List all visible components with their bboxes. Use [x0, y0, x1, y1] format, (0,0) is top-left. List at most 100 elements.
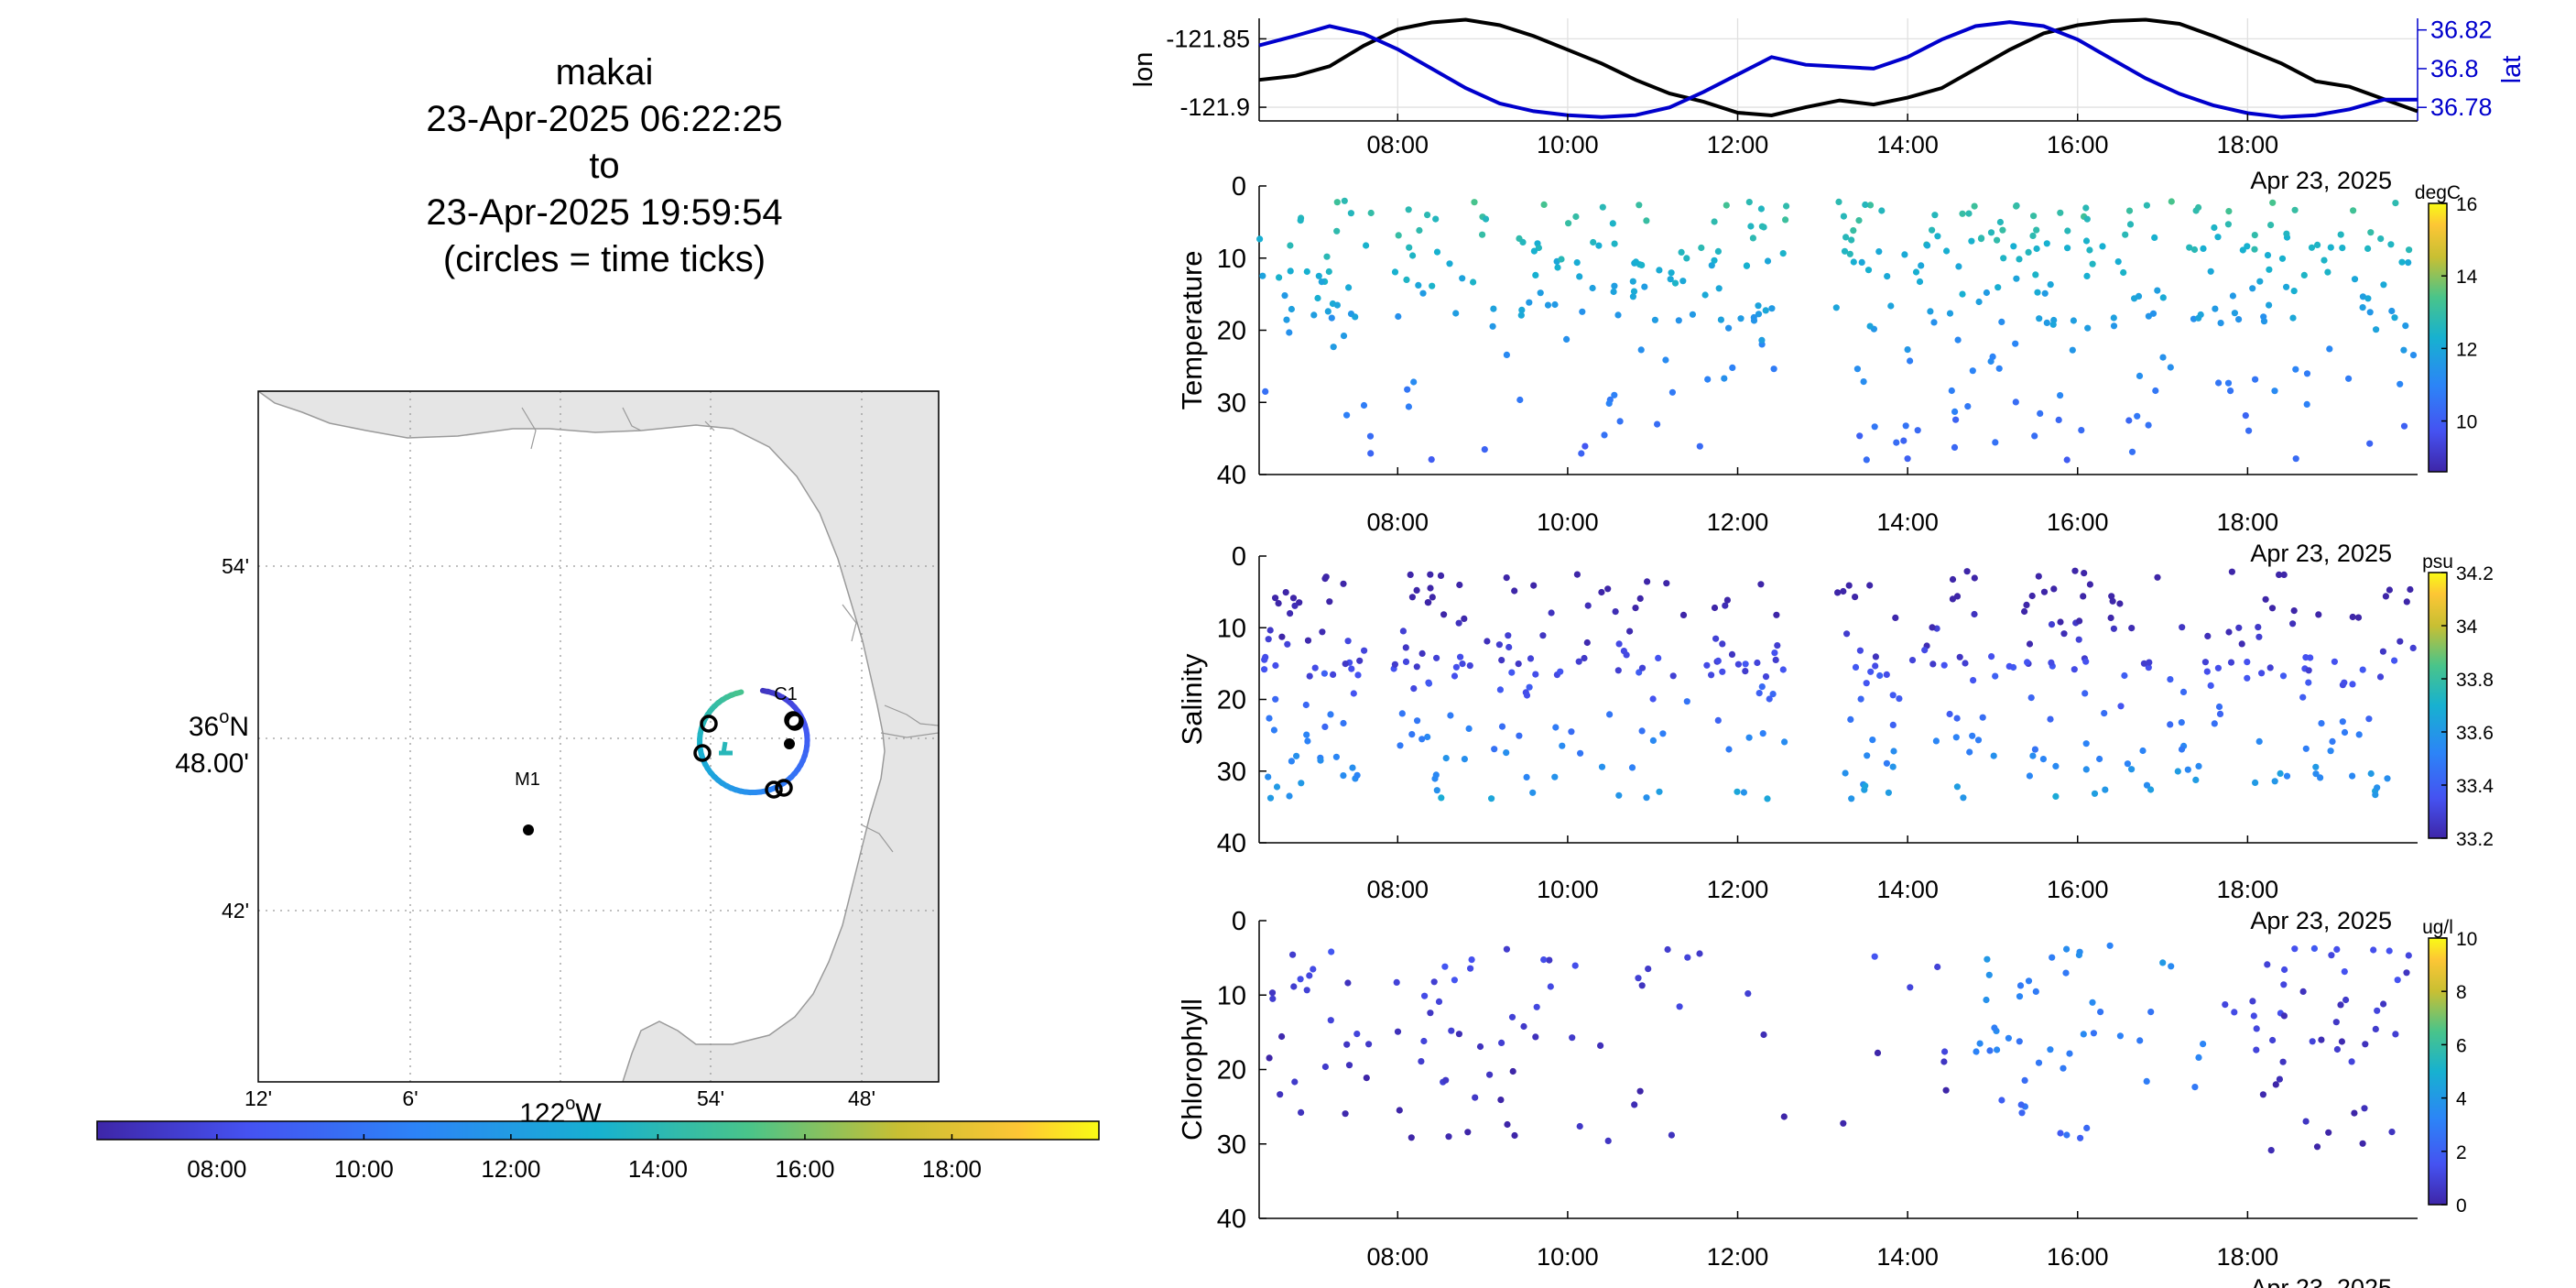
salinity-point — [2409, 644, 2417, 652]
colorbar-gradient — [2428, 202, 2448, 473]
temperature-point — [2159, 354, 2167, 361]
temperature-point — [1758, 336, 1766, 344]
x-tick-label: 14:00 — [1876, 1243, 1939, 1271]
chlorophyll-point — [1396, 1107, 1403, 1114]
temperature-point — [2364, 295, 2372, 302]
chlorophyll-point — [1504, 1120, 1511, 1129]
salinity-point — [2312, 763, 2320, 770]
chlorophyll-point — [2005, 1034, 2012, 1042]
temperature-point — [1530, 247, 1538, 255]
salinity-point — [1581, 654, 1588, 662]
temperature-point — [2283, 283, 2290, 290]
temperature-point — [2064, 227, 2071, 235]
salinity-point — [1438, 794, 1445, 802]
chlorophyll-point — [1973, 1048, 1980, 1055]
temperature-point — [2190, 246, 2199, 254]
temperature-point — [1395, 312, 1402, 321]
chlorophyll-point — [2259, 1091, 2266, 1098]
temperature-point — [2224, 379, 2233, 387]
y-tick-label: 0 — [1232, 542, 1246, 572]
map-lon-tick-48: 48' — [848, 1086, 875, 1110]
chlorophyll-point — [1509, 1067, 1516, 1075]
salinity-point — [1974, 737, 1983, 744]
temperature-point — [1333, 301, 1341, 309]
coastline-land — [258, 391, 939, 1082]
temperature-point — [1565, 220, 1572, 227]
temperature-point — [1366, 432, 1375, 440]
salinity-point — [2167, 721, 2174, 728]
chlorophyll-point — [1520, 1022, 1527, 1031]
chlorophyll-point — [1638, 982, 1646, 989]
temperature-point — [2227, 387, 2234, 395]
chlorophyll-point — [1907, 984, 1914, 991]
salinity-point — [1773, 611, 1780, 618]
temperature-point — [2047, 281, 2054, 289]
temperature-point — [1992, 439, 1999, 446]
salinity-point — [1669, 672, 1677, 680]
salinity-point — [1628, 764, 1636, 771]
salinity-point — [1852, 663, 1860, 671]
temperature-point — [1517, 311, 1525, 319]
temperature-point — [2252, 376, 2259, 383]
salinity-point — [1272, 661, 1279, 670]
chlorophyll-point — [2264, 961, 2271, 968]
temperature-point — [1737, 315, 1745, 322]
temperature-point — [1866, 202, 1875, 209]
salinity-point — [2211, 720, 2218, 727]
temperature-point — [1595, 242, 1603, 249]
temperature-point — [1723, 202, 1730, 209]
temperature-point — [1678, 248, 1685, 256]
salinity-point — [1298, 780, 1305, 787]
time-tick-circle — [775, 779, 793, 797]
temperature-point — [1968, 237, 1975, 245]
temperature-point — [1419, 289, 1427, 297]
temperature-point — [2402, 322, 2409, 330]
temperature-point — [1934, 233, 1941, 240]
salinity-point — [2280, 571, 2288, 579]
y-tick-label: 10 — [1217, 981, 1246, 1010]
temperature-point — [1404, 386, 1411, 393]
chlorophyll-point — [2017, 1101, 2025, 1108]
salinity-point — [1491, 746, 1498, 753]
chlorophyll-point — [2374, 1007, 2381, 1014]
salinity-point — [2075, 636, 2082, 643]
chlorophyll-point — [1991, 1024, 1998, 1031]
temperature-point — [1581, 442, 1589, 450]
salinity-point — [1949, 575, 1957, 584]
temperature-point — [1743, 262, 1750, 269]
chlorophyll-point — [1569, 1034, 1576, 1042]
chlorophyll-point — [1984, 955, 1991, 963]
salinity-point — [1623, 651, 1630, 659]
salinity-point — [1734, 660, 1742, 668]
salinity-point — [1843, 630, 1851, 638]
chlorophyll-point — [2106, 942, 2114, 949]
y-tick-label: 30 — [1217, 388, 1246, 418]
salinity-point — [1286, 792, 1293, 800]
chlorophyll-point — [2021, 1076, 2028, 1084]
temperature-point — [1297, 217, 1304, 224]
temperature-point — [2300, 271, 2308, 278]
salinity-point — [1636, 669, 1643, 676]
salinity-point — [2214, 664, 2222, 671]
temperature-point — [1704, 376, 1712, 383]
salinity-point — [1575, 658, 1582, 665]
salinity-point — [1953, 715, 1961, 722]
x-tick-label: 10:00 — [1537, 508, 1599, 536]
temperature-point — [1749, 235, 1756, 242]
temperature-point — [1999, 226, 2006, 234]
chlorophyll-point — [2333, 945, 2341, 953]
chlorophyll-point — [1986, 1047, 1994, 1054]
temperature-point — [2084, 324, 2092, 332]
temperature-point — [1755, 311, 1763, 318]
chlorophyll-point — [1289, 951, 1297, 958]
salinity-point — [2327, 748, 2334, 755]
salinity-point — [1867, 668, 1875, 675]
chlorophyll-point — [2080, 1031, 2087, 1038]
salinity-point — [2331, 658, 2338, 665]
salinity-point — [1952, 734, 1960, 741]
salinity-point — [1759, 730, 1766, 737]
temperature-point — [2083, 215, 2091, 223]
salinity-point — [1890, 748, 1897, 755]
salinity-point — [1848, 795, 1855, 802]
temperature-point — [1875, 248, 1883, 256]
